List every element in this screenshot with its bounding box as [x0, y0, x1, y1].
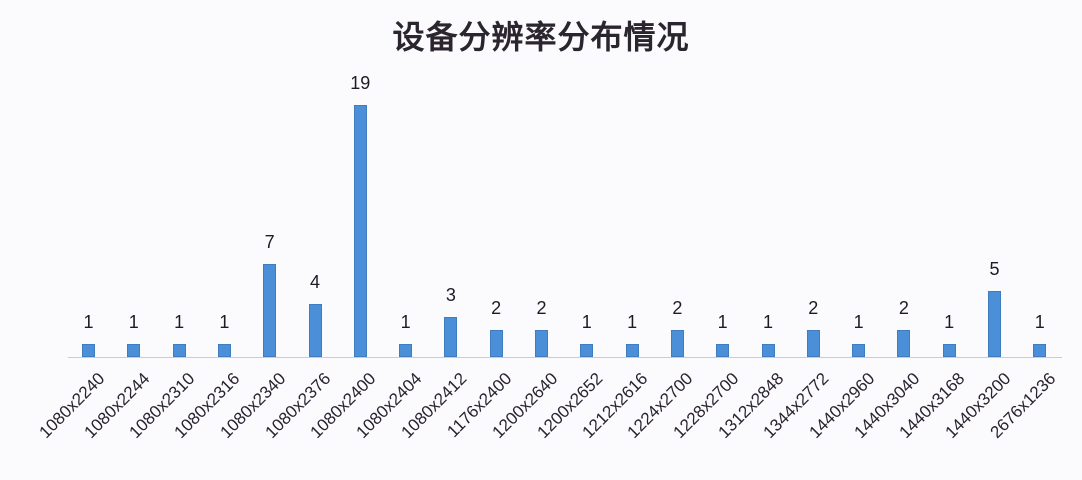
- bar: [127, 344, 141, 357]
- bar-value-label: 1: [717, 312, 728, 332]
- bar: [263, 264, 277, 357]
- bar: [761, 344, 775, 357]
- bar: [444, 317, 458, 357]
- bar-value-label: 1: [581, 312, 592, 332]
- bar-value-label: 19: [350, 73, 371, 93]
- chart-title: 设备分辨率分布情况: [392, 18, 690, 56]
- x-axis-line: [68, 357, 1062, 358]
- bar-value-label: 1: [83, 312, 94, 332]
- bar: [489, 330, 503, 357]
- bar-value-label: 5: [989, 259, 1000, 279]
- bar-value-label: 1: [762, 312, 773, 332]
- bar-value-label: 1: [400, 312, 411, 332]
- bar: [897, 330, 911, 357]
- bar: [399, 344, 413, 357]
- bar-value-label: 2: [491, 298, 502, 318]
- bar: [942, 344, 956, 357]
- bar-value-label: 4: [309, 272, 320, 292]
- bar-value-label: 2: [536, 298, 547, 318]
- bar: [670, 330, 684, 357]
- bar-value-label: 1: [627, 312, 638, 332]
- bar: [1033, 344, 1047, 357]
- bar-value-label: 1: [1034, 312, 1045, 332]
- bar-value-label: 1: [853, 312, 864, 332]
- bar: [535, 330, 548, 357]
- bar-value-label: 1: [174, 312, 185, 332]
- bar: [353, 105, 367, 357]
- bar: [988, 291, 1001, 357]
- bar: [217, 344, 231, 357]
- bar: [172, 344, 186, 357]
- bar: [82, 344, 95, 357]
- bar-value-label: 3: [445, 285, 456, 305]
- bar-value-label: 1: [128, 312, 139, 332]
- bar-value-label: 7: [264, 232, 275, 252]
- bar: [852, 344, 866, 357]
- bar-value-label: 2: [672, 298, 683, 318]
- bar: [716, 344, 730, 357]
- bar-value-label: 2: [898, 298, 909, 318]
- bar: [806, 330, 820, 357]
- bar: [625, 344, 639, 357]
- bar: [308, 304, 322, 357]
- bar-value-label: 1: [944, 312, 955, 332]
- bar-value-label: 1: [219, 312, 230, 332]
- bar-value-label: 2: [808, 298, 819, 318]
- bar: [580, 344, 594, 357]
